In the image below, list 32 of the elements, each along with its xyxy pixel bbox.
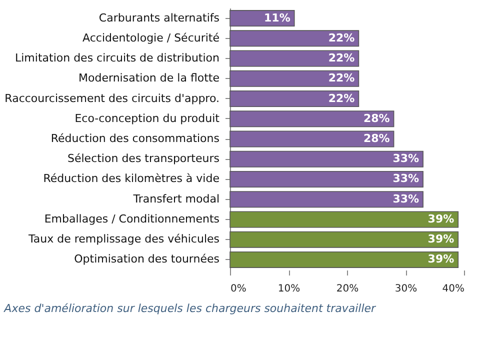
- y-tick-label: Réduction des kilomètres à vide: [43, 172, 220, 186]
- data-label: 39%: [428, 212, 454, 226]
- data-label: 33%: [392, 192, 420, 206]
- y-tick-label: Optimisation des tournées: [74, 252, 220, 266]
- data-label: 28%: [363, 132, 390, 145]
- x-tick-label: 30%: [394, 284, 418, 294]
- y-tick-label: Réduction des consommations: [50, 132, 220, 145]
- y-tick-label: Emballages / Conditionnements: [44, 212, 220, 226]
- x-tick-label: 10%: [278, 284, 300, 294]
- y-tick-label: Eco-conception du produit: [74, 112, 220, 125]
- y-tick-label: Sélection des transporteurs: [68, 152, 220, 166]
- data-label: 22%: [328, 72, 355, 85]
- data-label: 22%: [328, 31, 355, 44]
- y-tick-label: Taux de remplissage des véhicules: [27, 232, 220, 246]
- y-tick-label: Transfert modal: [132, 192, 220, 206]
- y-tick-label: Accidentologie / Sécurité: [82, 31, 220, 44]
- y-tick-label: Modernisation de la flotte: [78, 72, 220, 85]
- data-label: 33%: [392, 172, 420, 186]
- data-label: 11%: [264, 11, 290, 24]
- y-tick-label: Carburants alternatifs: [98, 11, 220, 24]
- y-tick-label: Limitation des circuits de distribution: [15, 52, 220, 65]
- data-label: 33%: [392, 152, 420, 166]
- data-label: 22%: [328, 92, 355, 105]
- y-tick-label: Raccourcissement des circuits d'appro.: [4, 92, 220, 105]
- data-label: 39%: [428, 232, 454, 246]
- x-tick-label: 0%: [230, 284, 246, 294]
- x-tick-label: 40%: [442, 284, 464, 294]
- data-label: 28%: [363, 112, 390, 125]
- data-label: 39%: [428, 252, 454, 266]
- x-tick-label: 20%: [336, 284, 359, 294]
- data-label: 22%: [328, 52, 355, 65]
- text: Axes d'amélioration sur lesquels les chargeurs souhaitent travailler: [3, 302, 378, 315]
